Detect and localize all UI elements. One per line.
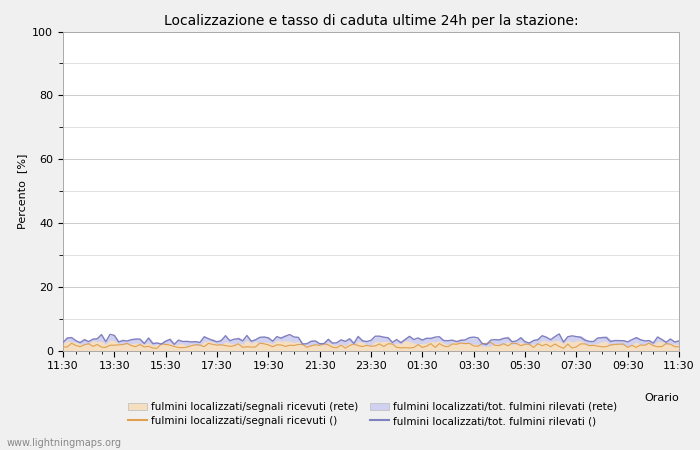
Text: Orario: Orario	[644, 392, 679, 403]
Title: Localizzazione e tasso di caduta ultime 24h per la stazione:: Localizzazione e tasso di caduta ultime …	[164, 14, 578, 27]
Text: www.lightningmaps.org: www.lightningmaps.org	[7, 438, 122, 448]
Y-axis label: Percento  [%]: Percento [%]	[17, 153, 27, 229]
Legend: fulmini localizzati/segnali ricevuti (rete), fulmini localizzati/segnali ricevut: fulmini localizzati/segnali ricevuti (re…	[124, 398, 622, 430]
